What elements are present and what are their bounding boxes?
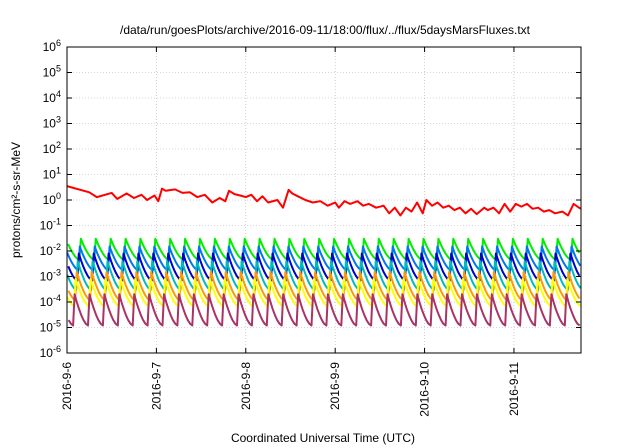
series-line	[66, 278, 582, 307]
y-tick-label: 102	[43, 140, 61, 156]
y-tick-label: 10-5	[40, 319, 61, 335]
series-line	[66, 185, 582, 217]
y-tick-label: 100	[43, 191, 61, 207]
x-tick-label: 2016-9-8	[239, 362, 253, 410]
series-line	[67, 293, 581, 327]
x-tick-label: 2016-9-6	[60, 362, 74, 410]
x-tick-labels: 2016-9-6 2016-9-7 2016-9-8 2016-9-9 2016-9-1…	[60, 47, 521, 417]
y-axis-label: protons/cm²-s-sr-MeV	[9, 142, 23, 258]
grid-lines	[67, 47, 581, 353]
y-tick-label: 106	[43, 38, 61, 54]
y-tick-label: 104	[43, 89, 61, 105]
chart-title: /data/run/goesPlots/archive/2016-09-11/1…	[120, 23, 531, 37]
x-axis-label: Coordinated Universal Time (UTC)	[231, 431, 415, 445]
x-tick-label: 2016-9-9	[328, 362, 342, 410]
plot-frame	[66, 46, 582, 354]
y-tick-label: 10-1	[40, 217, 61, 233]
y-tick-label: 10-6	[40, 344, 61, 360]
data-series	[66, 185, 582, 327]
y-tick-label: 101	[43, 166, 61, 182]
x-tick-label: 2016-9-11	[507, 362, 521, 416]
y-tick-label: 103	[43, 115, 61, 131]
y-tick-label: 10-2	[40, 242, 61, 258]
y-tick-labels: 10-6 10-5 10-4 10-3 10-2 10-1 100 101 102 103 104 1…	[40, 38, 581, 360]
series-line	[67, 237, 581, 261]
y-tick-label: 10-3	[40, 268, 61, 284]
y-tick-label: 10-4	[40, 293, 61, 309]
x-tick-label: 2016-9-10	[418, 362, 432, 417]
series-line	[66, 260, 582, 291]
x-tick-label: 2016-9-7	[149, 362, 163, 410]
series-line	[67, 271, 581, 301]
y-tick-label: 105	[43, 64, 61, 80]
